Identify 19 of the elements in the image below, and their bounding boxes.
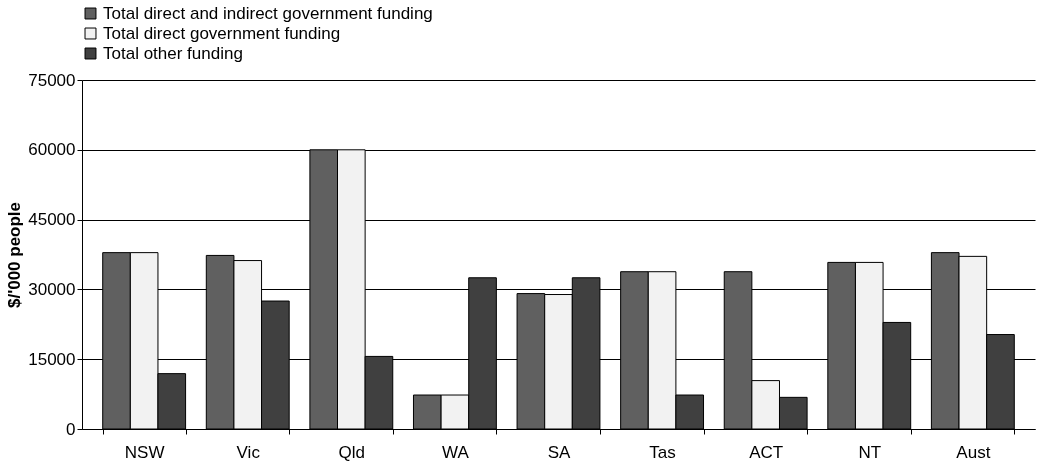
x-tick-label: Aust <box>956 442 991 462</box>
y-tick-label: 15000 <box>28 349 76 369</box>
legend-label: Total other funding <box>103 43 243 63</box>
x-tick-label: Tas <box>649 442 676 462</box>
x-tick-label: WA <box>442 442 470 462</box>
y-tick-label: 60000 <box>28 140 76 160</box>
legend-label: Total direct government funding <box>103 23 341 43</box>
y-axis-title: $/'000 people <box>5 201 25 309</box>
y-tick-label: 75000 <box>28 70 76 90</box>
x-tick-label: SA <box>547 442 571 462</box>
legend-label: Total direct and indirect government funding <box>103 3 433 23</box>
x-tick-label: NSW <box>124 442 165 462</box>
x-tick-label: ACT <box>749 442 784 462</box>
x-tick-label: NT <box>858 442 882 462</box>
y-tick-label: 45000 <box>28 210 76 230</box>
y-tick-label: 30000 <box>28 279 76 299</box>
y-tick-label: 0 <box>66 419 76 439</box>
x-tick-label: Vic <box>236 442 261 462</box>
x-tick-label: Qld <box>338 442 366 462</box>
